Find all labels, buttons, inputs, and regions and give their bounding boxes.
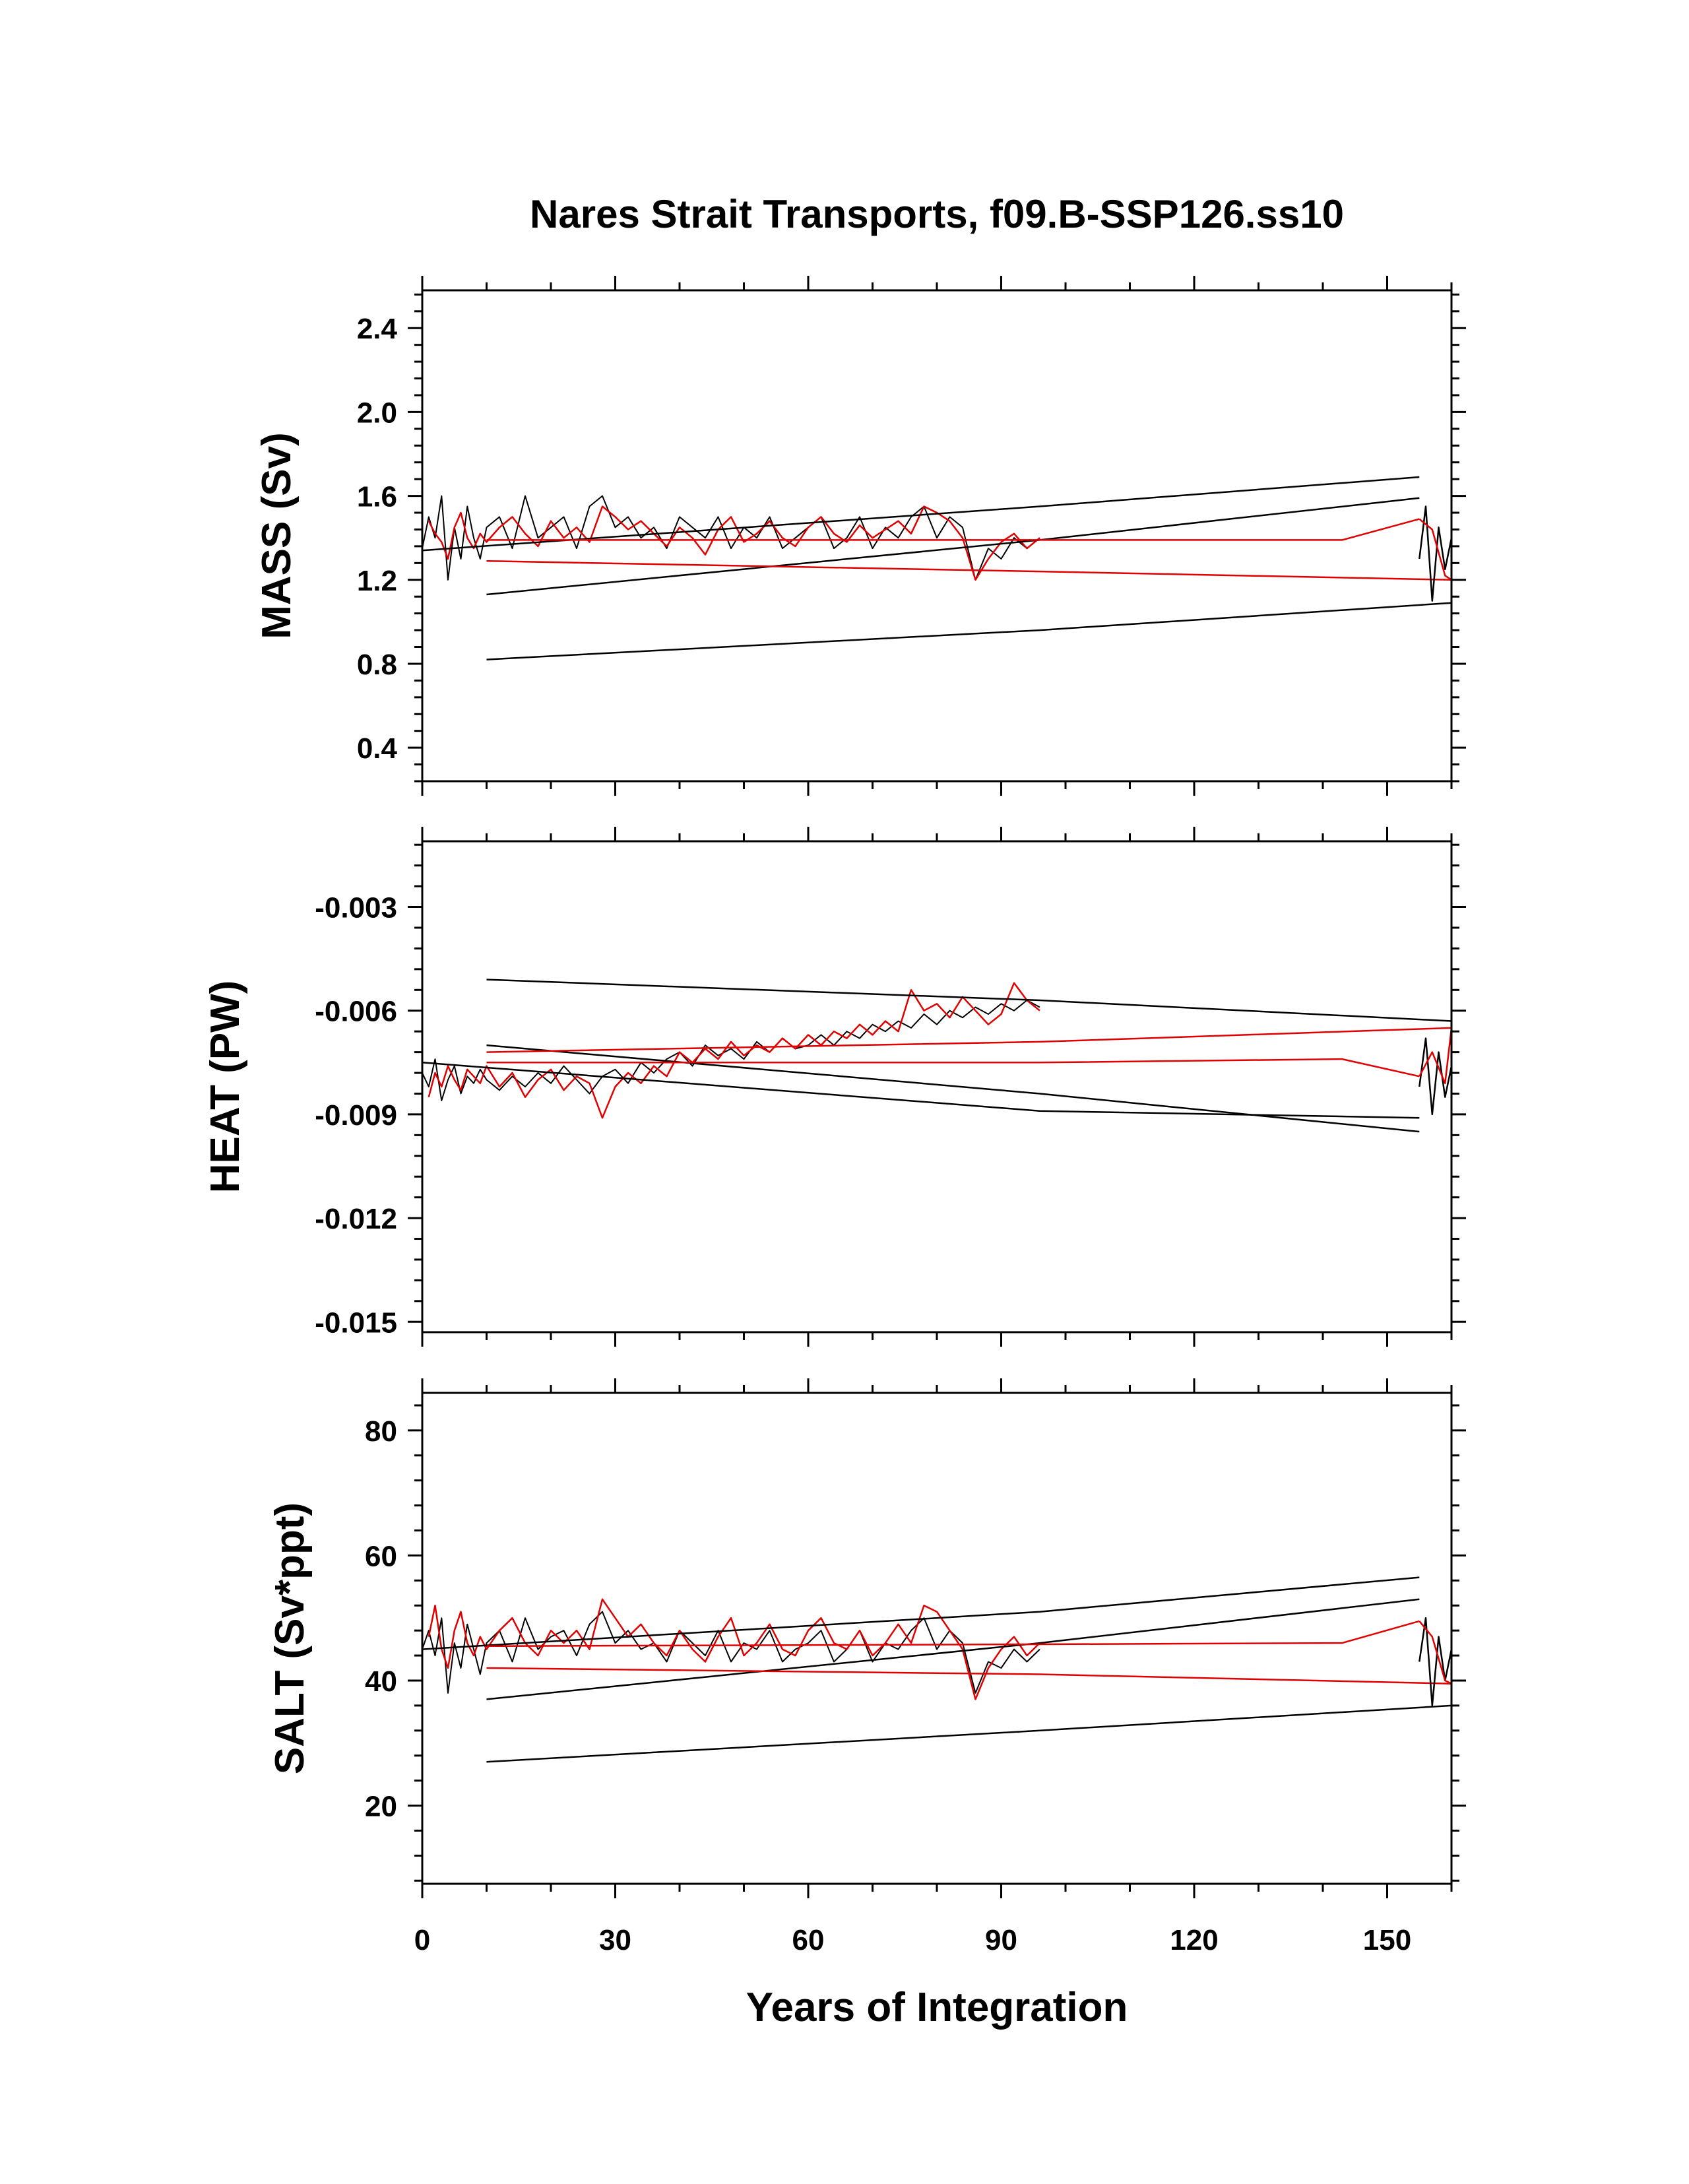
- heat-y-axis-label: HEAT (PW): [203, 980, 248, 1194]
- x-tick-label: 90: [985, 1924, 1017, 1956]
- salt-series-segment-d: [486, 1620, 1420, 1648]
- heat-panel: -0.015 -0.012 -0.009 -0.006 -0.003 HEAT (PW): [203, 827, 1466, 1347]
- mass-y-tick-label: 0.8: [357, 649, 397, 681]
- mass-y-tick-label: 2.4: [357, 313, 398, 345]
- salt-y-axis-label: SALT (Sv*ppt): [267, 1502, 313, 1774]
- heat-tick-marks: [408, 827, 1466, 1347]
- salt-y-tick-labels: 20 40 60 80: [365, 1415, 397, 1823]
- heat-series-segment-e: [486, 1058, 1420, 1077]
- x-tick-label: 120: [1170, 1924, 1218, 1956]
- salt-series-segment-e: [486, 1667, 1452, 1685]
- mass-series-segment-e: [486, 560, 1452, 581]
- x-tick-label: 150: [1363, 1924, 1411, 1956]
- heat-y-tick-label: -0.009: [315, 1099, 397, 1132]
- x-tick-label: 60: [792, 1924, 825, 1956]
- mass-series-late-period: [1418, 505, 1453, 602]
- mass-series-late-period-mean: [1418, 518, 1452, 581]
- mass-series-segment-c: [486, 602, 1452, 660]
- mass-y-tick-label: 2.0: [357, 397, 397, 429]
- mass-y-tick-label: 1.2: [357, 565, 397, 597]
- salt-plot-data: [422, 1576, 1453, 1763]
- salt-series-late-period-mean: [1418, 1621, 1452, 1685]
- mass-series-segment-d: [486, 518, 1420, 541]
- heat-y-tick-label: -0.015: [315, 1306, 397, 1339]
- salt-tick-marks: [408, 1378, 1466, 1898]
- mass-y-tick-labels: 0.4 0.8 1.2 1.6 2.0 2.4: [357, 313, 398, 765]
- heat-series-segment-a: [486, 979, 1452, 1022]
- heat-series-late-period: [1418, 1037, 1453, 1116]
- heat-plot-data: [422, 979, 1453, 1133]
- heat-y-tick-label: -0.006: [315, 996, 397, 1028]
- mass-series-segment-a: [422, 476, 1420, 552]
- x-tick-label: 30: [599, 1924, 631, 1956]
- mass-y-axis-label: MASS (Sv): [254, 432, 300, 639]
- mass-series-monthly: [422, 495, 1040, 581]
- salt-y-tick-label: 20: [365, 1791, 397, 1823]
- salt-series-segment-b: [486, 1598, 1420, 1700]
- salt-y-tick-label: 80: [365, 1415, 397, 1448]
- salt-panel: 20 40 60 80 SALT (Sv*ppt): [267, 1378, 1466, 1898]
- mass-tick-marks: [408, 276, 1466, 796]
- salt-y-tick-label: 40: [365, 1665, 397, 1698]
- x-tick-labels: 0 30 60 90 120 150: [414, 1924, 1411, 1956]
- salt-series-late-period: [1418, 1617, 1453, 1707]
- heat-series-segment-d: [486, 1027, 1452, 1053]
- salt-y-tick-label: 60: [365, 1540, 397, 1572]
- heat-y-tick-label: -0.003: [315, 892, 397, 924]
- mass-series-annual-mean: [428, 505, 1040, 581]
- mass-plot-data: [422, 476, 1453, 660]
- x-tick-label: 0: [414, 1924, 430, 1956]
- heat-y-tick-label: -0.012: [315, 1203, 397, 1235]
- heat-series-late-period-mean: [1418, 1027, 1453, 1085]
- mass-y-tick-label: 1.6: [357, 481, 397, 513]
- mass-y-tick-label: 0.4: [357, 732, 398, 765]
- heat-y-tick-labels: -0.015 -0.012 -0.009 -0.006 -0.003: [315, 892, 397, 1339]
- heat-series-segment-b: [422, 1062, 1420, 1119]
- heat-series-segment-c: [486, 1044, 1420, 1133]
- mass-panel: 0.4 0.8 1.2 1.6 2.0 2.4 MASS (Sv): [254, 276, 1466, 796]
- salt-series-segment-a: [422, 1576, 1420, 1650]
- salt-series-monthly: [422, 1611, 1040, 1694]
- chart-title: Nares Strait Transports, f09.B-SSP126.ss…: [530, 192, 1344, 236]
- salt-series-segment-c: [486, 1704, 1452, 1763]
- x-axis-label: Years of Integration: [746, 1985, 1128, 2030]
